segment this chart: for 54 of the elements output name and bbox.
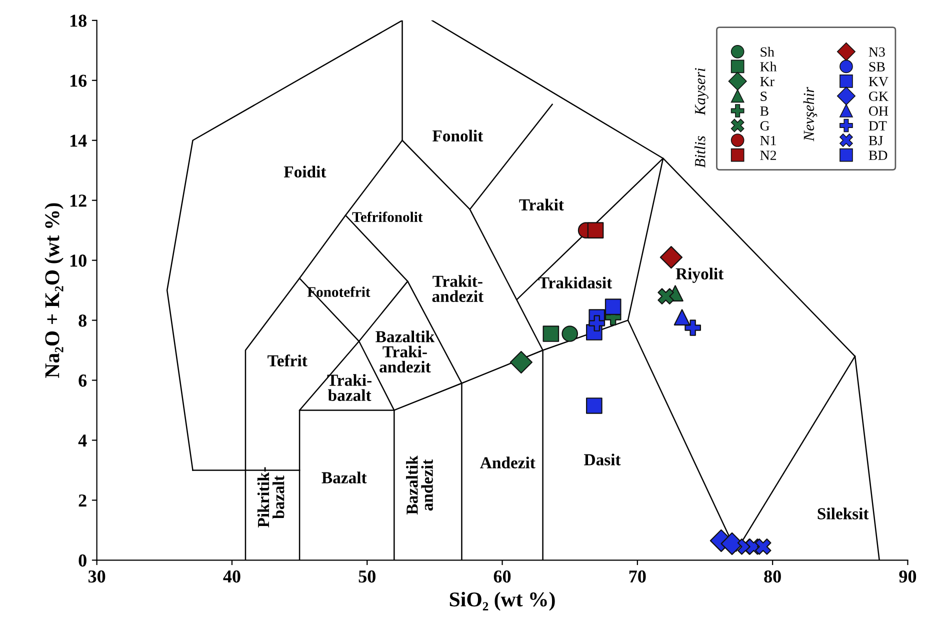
y-tick-label: 4 [78,434,87,446]
legend-label: N2 [760,150,776,160]
y-tick-label: 12 [70,194,86,207]
annotation: Bazaltik andezit [406,456,433,515]
annotation: Pikritik- bazalt [257,467,284,528]
annotation: Sileksit [818,508,869,520]
y-tick-label: 10 [70,254,86,267]
annotation: Trakit [519,198,564,210]
y-tick-label: 2 [78,494,86,506]
x-tick-label: 50 [358,570,376,583]
x-tick-label: 60 [494,570,511,583]
annotation: Kayseri [694,68,708,116]
y-tick-label: 14 [70,134,87,147]
legend-label: B [760,106,768,116]
legend-label: Kr [760,76,774,86]
legend-label: BD [868,150,888,160]
y-tick-label: 18 [70,14,87,27]
annotation: Tefrifonolit [352,212,423,222]
annotation: Foidit [284,166,326,178]
annotation: Bitlis [694,136,706,168]
annotation: Tefrit [268,354,308,366]
y-tick-label: 8 [78,314,87,327]
x-tick-label: 40 [223,570,240,583]
annotation: Nevşehir [803,86,818,142]
annotation: Bazaltik Traki- andezit [376,330,435,373]
x-tick-label: 30 [88,570,106,583]
legend-label: GK [869,92,888,101]
legend-label: Kh [760,62,777,72]
y-tick-label: 0 [78,554,86,567]
legend-label: BJ [868,136,883,146]
annotation: Trakit- andezit [432,275,484,302]
annotation: Traki- bazalt [327,374,372,401]
legend-label: S [760,92,767,101]
legend-label: G [760,121,770,130]
legend-label: SB [869,62,885,72]
legend-label: DT [868,121,887,130]
x-tick-label: 90 [899,570,916,583]
y-tick-label: 16 [70,74,87,87]
x-tick-label: 70 [629,570,646,583]
legend-label: Sh [760,46,774,57]
annotation: Andezit [480,456,536,468]
legend-label: N1 [760,136,776,146]
legend-label: OH [869,106,888,116]
y-axis-title: Na₂O + K₂O (wt %) [44,203,64,378]
annotation: Trakidasit [538,276,612,288]
y-tick-label: 6 [78,374,87,387]
annotation: Bazalt [322,472,367,484]
x-tick-label: 80 [764,570,781,583]
legend-label: N3 [868,47,885,57]
x-axis-title: SiO₂ (wt %) [450,592,555,611]
legend-label: KV [868,76,888,86]
annotation: Fonolit [432,130,484,142]
annotation: Dasit [584,454,621,466]
annotation: Riyolit [676,268,724,283]
